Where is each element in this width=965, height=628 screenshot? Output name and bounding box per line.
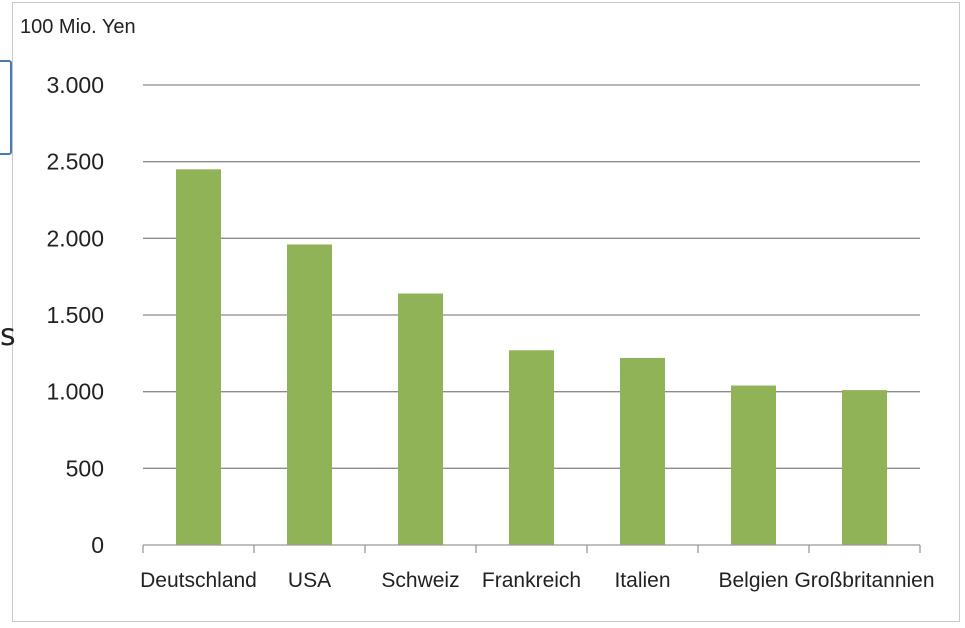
- y-unit-label: 100 Mio. Yen: [20, 16, 136, 38]
- bar-frankreich: [509, 350, 554, 545]
- y-tick-label: 500: [66, 455, 104, 481]
- x-tick-label: Schweiz: [381, 569, 459, 592]
- y-tick-label: 1.500: [46, 302, 104, 328]
- x-tick-label: Belgien: [718, 569, 788, 592]
- y-tick-label: 3.000: [46, 72, 104, 98]
- y-tick-label: 2.000: [46, 225, 104, 251]
- y-tick-label: 2.500: [46, 149, 104, 175]
- bar-italien: [620, 357, 665, 545]
- x-tick-labels: Deutschland USA Schweiz Frankreich Italien Be…: [140, 569, 934, 592]
- bar-belgien: [731, 385, 776, 545]
- x-tick-label: Italien: [614, 569, 670, 592]
- x-tick-label: Deutschland: [140, 569, 257, 592]
- bar-deutschland: [176, 169, 221, 546]
- y-tick-labels: 0 500 1.000 1.500 2.000 2.500 3.000: [46, 72, 104, 558]
- bars: [176, 169, 887, 546]
- bar-usa: [287, 244, 332, 545]
- y-tick-label: 1.000: [46, 379, 104, 405]
- bar-schweiz: [398, 293, 443, 545]
- x-tick-label: Frankreich: [482, 569, 581, 592]
- y-tick-label: 0: [91, 532, 104, 558]
- x-axis: [142, 544, 921, 553]
- side-tab: [0, 60, 12, 155]
- bar-großbritannien: [842, 390, 887, 545]
- edge-glyph: s: [0, 318, 16, 353]
- x-tick-label: USA: [288, 569, 331, 592]
- chart-frame: [12, 2, 960, 622]
- x-tick-label: Großbritannien: [794, 569, 934, 592]
